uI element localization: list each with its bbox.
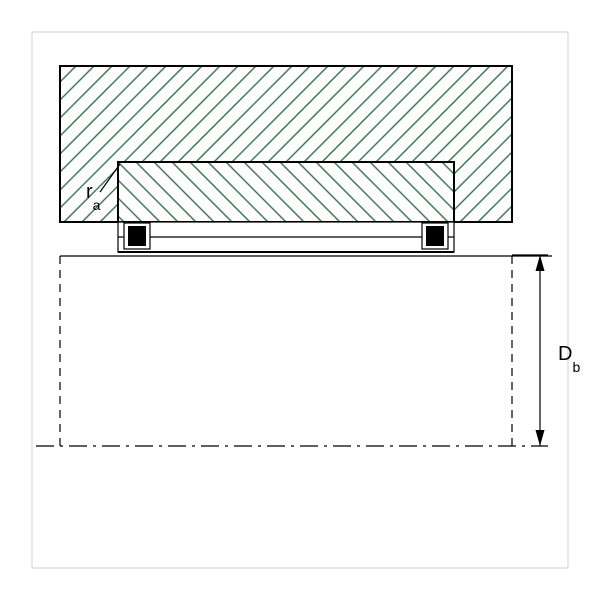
label-Db: Db <box>558 343 580 375</box>
shaft-region <box>60 256 552 446</box>
cage-and-rollers <box>118 222 454 252</box>
bearing-cross-section-diagram: raDb <box>0 0 600 600</box>
dimension-Db <box>512 255 548 446</box>
